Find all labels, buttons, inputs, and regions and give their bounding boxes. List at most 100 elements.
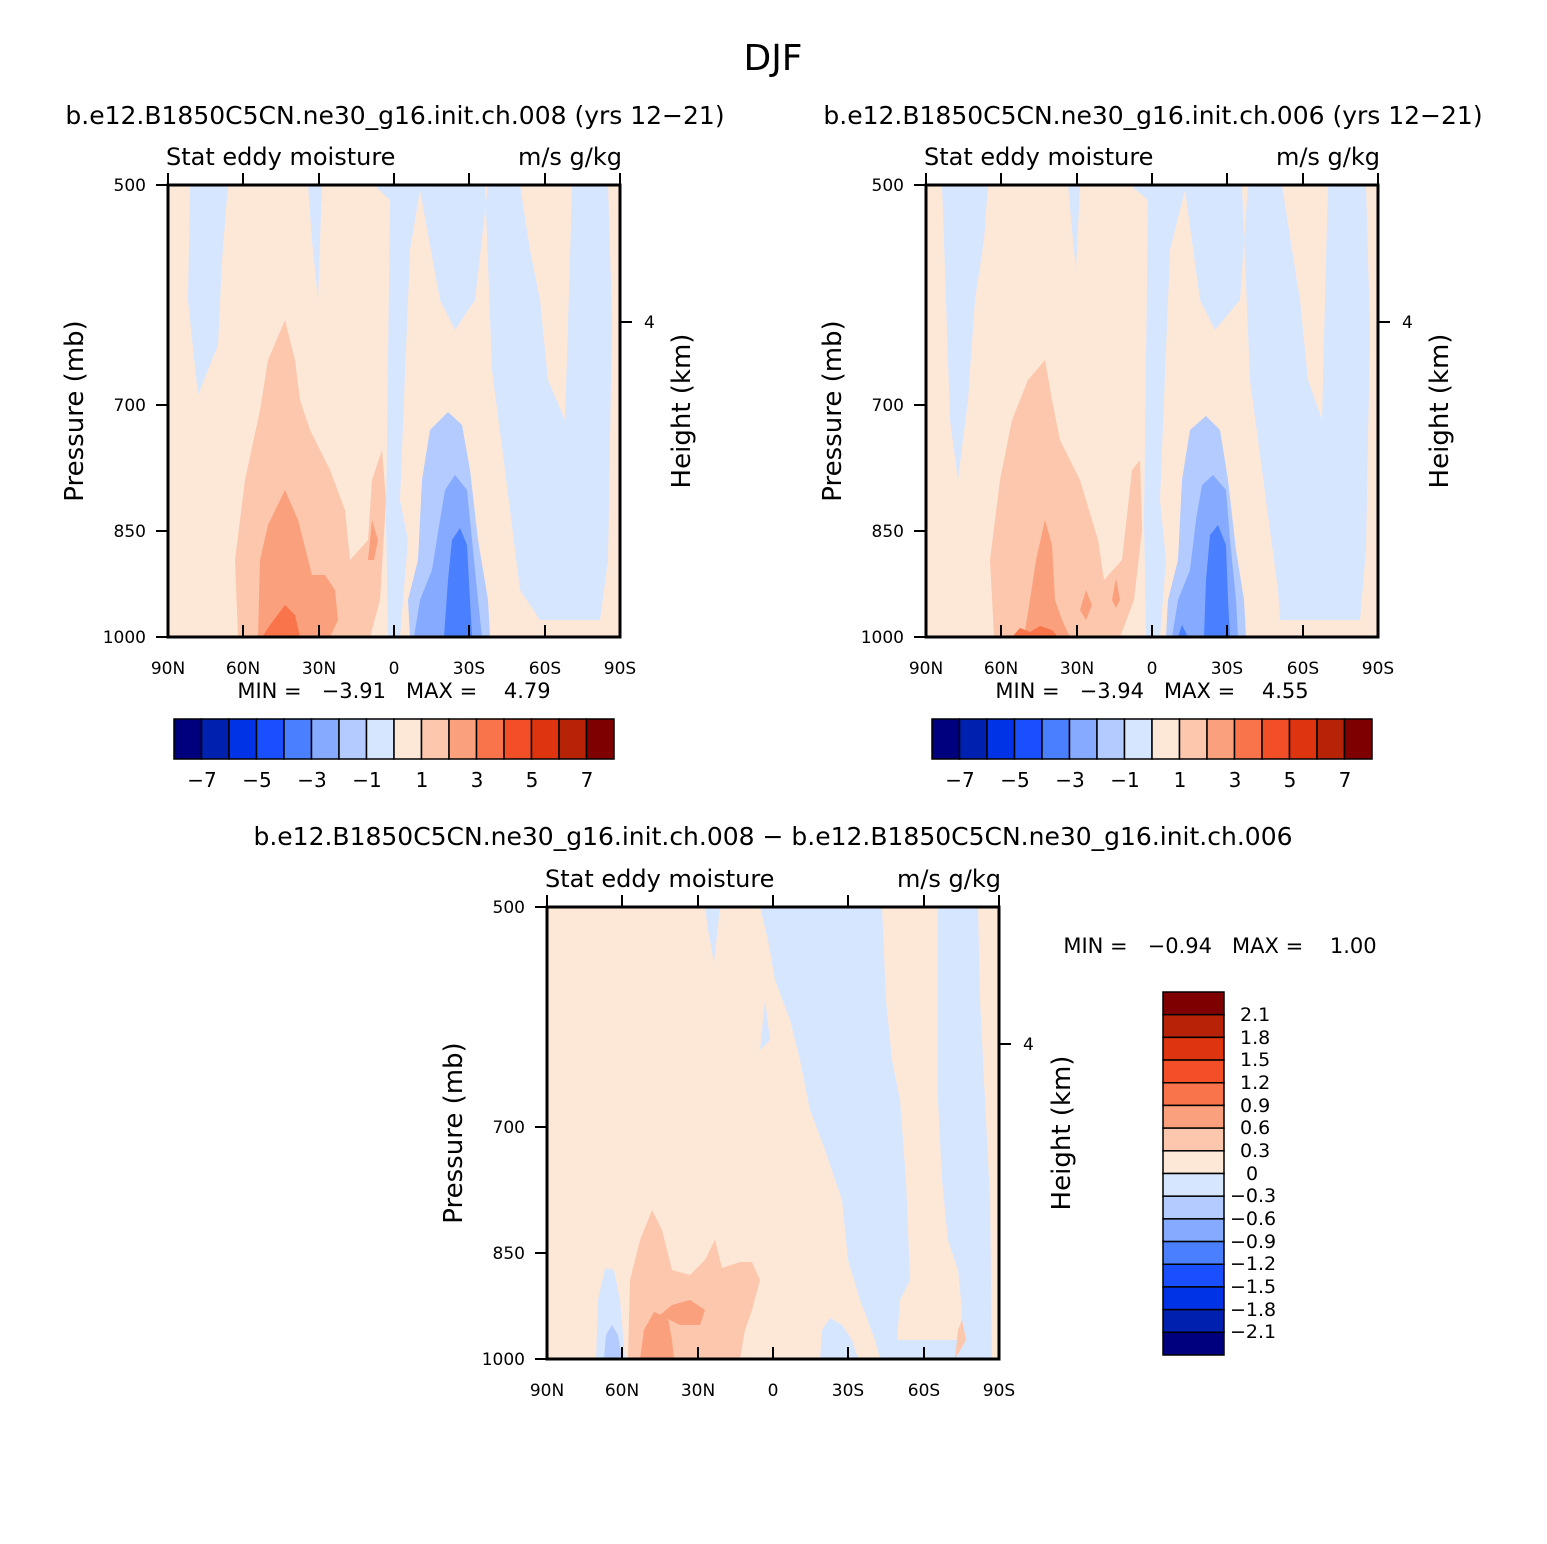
colorbar-swatch [448, 718, 478, 760]
x-tick-label: 90N [909, 659, 943, 679]
x-tick-label: 0 [768, 1381, 779, 1401]
colorbar-label: −7 [945, 768, 974, 792]
x-tick-labels: 90N 60N 30N 0 30S 60S 90S [151, 659, 636, 679]
colorbar-swatch [393, 718, 423, 760]
colorbar-swatch [1162, 991, 1225, 1016]
diff-title: b.e12.B1850C5CN.ne30_g16.init.ch.008 − b… [253, 822, 1292, 851]
colorbar-swatch [503, 718, 533, 760]
y2-axis-label: Height (km) [667, 334, 697, 489]
colorbar-label: 5 [1284, 768, 1297, 792]
y2-axis-label: Height (km) [1425, 334, 1455, 489]
left-string: Stat eddy moisture [545, 865, 774, 893]
colorbar-label: 0 [1246, 1163, 1258, 1185]
x-tick-label: 60N [226, 659, 260, 679]
colorbar-label: −1 [1110, 768, 1139, 792]
x-tick-label: 90S [983, 1381, 1015, 1401]
colorbar-swatch [1162, 1218, 1225, 1243]
colorbar-label: 1.2 [1240, 1072, 1270, 1094]
y-tick-label: 850 [872, 522, 904, 542]
colorbar-label: 0.6 [1240, 1117, 1270, 1139]
colorbar-label: −2.1 [1230, 1321, 1276, 1343]
right-string: m/s g/kg [518, 143, 622, 171]
y-tick-label: 1000 [861, 628, 904, 648]
contour-field [166, 183, 622, 639]
x-tick-label: 90N [530, 1381, 564, 1401]
colorbar-swatch [1041, 718, 1071, 760]
x-tick-label: 60N [984, 659, 1018, 679]
y-tick-label: 850 [493, 1244, 525, 1264]
colorbar-label: 1.8 [1240, 1027, 1270, 1049]
x-tick-label: 30S [1211, 659, 1243, 679]
colorbar-swatch [255, 718, 285, 760]
panel-top-left: b.e12.B1850C5CN.ne30_g16.init.ch.008 (yr… [60, 101, 725, 792]
colorbar-diff: 2.1 1.8 1.5 1.2 0.9 0.6 0.3 0 −0.3 −0.6 … [1162, 991, 1276, 1356]
colorbar-label: 1.5 [1240, 1049, 1270, 1071]
x-tick-label: 60N [605, 1381, 639, 1401]
colorbar-swatch [585, 718, 615, 760]
y-tick-label: 700 [872, 396, 904, 416]
x-tick-labels: 90N 60N 30N 0 30S 60S 90S [530, 1381, 1015, 1401]
colorbar-label: −0.6 [1230, 1208, 1276, 1230]
left-string: Stat eddy moisture [924, 143, 1153, 171]
colorbar-label: 1 [1174, 768, 1187, 792]
x-axis [167, 173, 621, 637]
colorbar-swatch [1096, 718, 1126, 760]
colorbar-swatch [338, 718, 368, 760]
colorbar-swatch [173, 718, 203, 760]
x-tick-label: 0 [1147, 659, 1158, 679]
x-tick-label: 60S [529, 659, 561, 679]
colorbar-label: −7 [187, 768, 216, 792]
y-tick-labels: 500 700 850 1000 4 [103, 176, 655, 648]
colorbar-label: −5 [1000, 768, 1029, 792]
y-tick-labels: 500 700 850 1000 4 [482, 898, 1034, 1370]
colorbar-label: 3 [471, 768, 484, 792]
colorbar-swatch [1162, 1286, 1225, 1311]
colorbar-swatch [1206, 718, 1236, 760]
colorbar-label: 7 [581, 768, 594, 792]
colorbar-label: −1 [352, 768, 381, 792]
y2-axis-label: Height (km) [1047, 1056, 1077, 1211]
y-tick-label: 500 [114, 176, 146, 196]
min-max-text: MIN = −0.94 MAX = 1.00 [1063, 934, 1376, 958]
colorbar-swatch [1123, 718, 1153, 760]
colorbar-top-right: −7 −5 −3 −1 1 3 5 7 [931, 718, 1373, 792]
colorbar-swatch [1162, 1263, 1225, 1288]
colorbar-swatch [310, 718, 340, 760]
colorbar-swatch [986, 718, 1016, 760]
colorbar-swatch [931, 718, 961, 760]
colorbar-swatch [1233, 718, 1263, 760]
colorbar-swatch [1261, 718, 1291, 760]
x-axis [546, 895, 1000, 1359]
x-tick-label: 90S [1362, 659, 1394, 679]
y-tick-label: 1000 [103, 628, 146, 648]
colorbar-label: −3 [1055, 768, 1084, 792]
colorbar-swatch [1162, 1059, 1225, 1084]
panel-title: b.e12.B1850C5CN.ne30_g16.init.ch.006 (yr… [823, 101, 1482, 130]
colorbar-swatch [283, 718, 313, 760]
colorbar-label: −3 [297, 768, 326, 792]
y2-tick-label: 4 [1402, 313, 1413, 333]
y-axis [535, 906, 1011, 1360]
colorbar-swatch [1162, 1172, 1225, 1197]
colorbar-swatch [1162, 1240, 1225, 1265]
y-tick-labels: 500 700 850 1000 4 [861, 176, 1413, 648]
y-tick-label: 700 [114, 396, 146, 416]
colorbar-label: 3 [1229, 768, 1242, 792]
x-tick-label: 30N [1060, 659, 1094, 679]
x-tick-label: 60S [1287, 659, 1319, 679]
x-tick-label: 90N [151, 659, 185, 679]
x-tick-label: 0 [389, 659, 400, 679]
left-string: Stat eddy moisture [166, 143, 395, 171]
x-tick-label: 60S [908, 1381, 940, 1401]
y2-tick-label: 4 [644, 313, 655, 333]
colorbar-swatch [475, 718, 505, 760]
colorbar-label: −1.5 [1230, 1276, 1276, 1298]
right-string: m/s g/kg [897, 865, 1001, 893]
colorbar-swatch [1162, 1127, 1225, 1152]
x-tick-label: 30N [302, 659, 336, 679]
colorbar-label: 2.1 [1240, 1004, 1270, 1026]
colorbar-label: −5 [242, 768, 271, 792]
x-tick-label: 30S [453, 659, 485, 679]
x-tick-labels: 90N 60N 30N 0 30S 60S 90S [909, 659, 1394, 679]
colorbar-label: −0.9 [1230, 1231, 1276, 1253]
